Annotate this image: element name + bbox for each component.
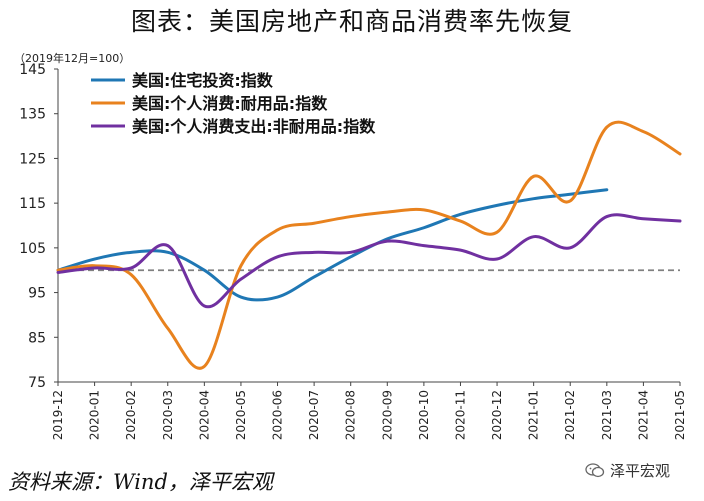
x-tick-label: 2020-08 [344, 390, 358, 440]
x-tick-label: 2021-05 [673, 390, 687, 440]
x-tick-label: 2020-10 [417, 390, 431, 440]
x-tick-label: 2021-03 [600, 390, 614, 440]
legend: 美国:住宅投资:指数美国:个人消费:耐用品:指数美国:个人消费支出:非耐用品:指… [91, 71, 376, 136]
x-tick-label: 2019-12 [51, 390, 65, 440]
source-note: 资料来源：Wind，泽平宏观 [8, 470, 273, 494]
series-line-durable-goods [56, 120, 682, 370]
y-tick-label: 75 [28, 375, 46, 391]
x-tick-label: 2020-11 [453, 390, 467, 440]
x-tick-label: 2020-07 [307, 390, 321, 440]
y-tick-label: 85 [28, 330, 46, 346]
x-tick-label: 2021-01 [527, 390, 541, 440]
wechat-icon [585, 463, 605, 478]
unit-note: （2019年12月=100） [14, 51, 130, 65]
y-tick-label: 125 [19, 151, 46, 167]
y-tick-label: 105 [19, 241, 46, 257]
watermark-text: 泽平宏观 [610, 462, 671, 480]
x-tick-label: 2020-03 [161, 390, 175, 440]
y-tick-label: 145 [19, 62, 46, 78]
y-tick-label: 95 [28, 286, 46, 302]
axes: 75 85 95 105 115 125 135 145 2019-12 2020-01 2020-… [19, 62, 687, 440]
series-line-nondurable-goods [56, 213, 682, 309]
legend-label-nondurable-goods: 美国:个人消费支出:非耐用品:指数 [132, 117, 376, 136]
x-tick-label: 2020-12 [490, 390, 504, 440]
series-lines [56, 120, 682, 370]
legend-label-residential-investment: 美国:住宅投资:指数 [132, 71, 274, 90]
x-tick-label: 2020-05 [234, 390, 248, 440]
y-tick-label: 135 [19, 107, 46, 123]
x-tick-label: 2020-02 [124, 390, 138, 440]
watermark: 泽平宏观 [585, 460, 670, 481]
x-tick-label: 2020-01 [88, 390, 102, 440]
chart-title: 图表：美国房地产和商品消费率先恢复 [130, 7, 573, 36]
x-tick-label: 2020-06 [271, 390, 285, 440]
x-tick-label: 2020-04 [197, 390, 211, 440]
x-tick-label: 2021-04 [636, 390, 650, 440]
legend-label-durable-goods: 美国:个人消费:耐用品:指数 [132, 94, 328, 113]
x-tick-label: 2021-02 [563, 390, 577, 440]
x-tick-label: 2020-09 [380, 390, 394, 440]
y-tick-label: 115 [19, 196, 46, 212]
